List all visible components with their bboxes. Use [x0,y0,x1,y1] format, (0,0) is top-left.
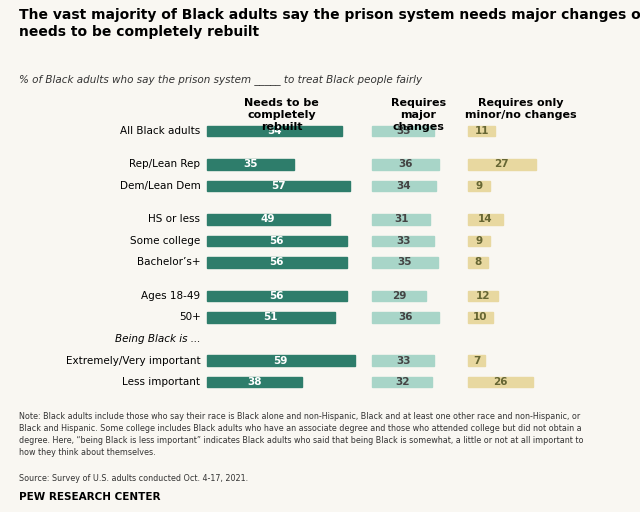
Text: Bachelor’s+: Bachelor’s+ [137,258,200,267]
Text: 54: 54 [267,126,282,136]
FancyBboxPatch shape [207,159,294,169]
Text: 50+: 50+ [179,312,200,323]
FancyBboxPatch shape [372,312,440,323]
Text: 9: 9 [476,236,483,246]
Text: 12: 12 [476,291,490,301]
FancyBboxPatch shape [372,159,440,169]
Text: 26: 26 [493,377,508,387]
Text: 8: 8 [474,258,481,267]
FancyBboxPatch shape [468,214,503,225]
Text: Extremely/Very important: Extremely/Very important [66,355,200,366]
Text: Ages 18-49: Ages 18-49 [141,291,200,301]
Text: Rep/Lean Rep: Rep/Lean Rep [129,159,200,169]
FancyBboxPatch shape [207,377,302,387]
Text: 51: 51 [263,312,278,323]
Text: 33: 33 [396,355,410,366]
Text: 33: 33 [396,126,410,136]
Text: The vast majority of Black adults say the prison system needs major changes or
n: The vast majority of Black adults say th… [19,8,640,39]
Text: Being Black is ...: Being Black is ... [115,334,200,344]
FancyBboxPatch shape [372,258,438,268]
FancyBboxPatch shape [468,291,498,301]
FancyBboxPatch shape [468,258,488,268]
FancyBboxPatch shape [207,181,349,191]
Text: Dem/Lean Dem: Dem/Lean Dem [120,181,200,191]
Text: 10: 10 [473,312,488,323]
FancyBboxPatch shape [207,236,347,246]
Text: Needs to be
completely
rebuilt: Needs to be completely rebuilt [244,98,319,132]
FancyBboxPatch shape [468,355,485,366]
FancyBboxPatch shape [372,291,426,301]
FancyBboxPatch shape [207,214,330,225]
Text: 33: 33 [396,236,410,246]
Text: Requires
major
changes: Requires major changes [391,98,446,132]
Text: 14: 14 [478,215,493,224]
Text: 34: 34 [397,181,412,191]
Text: 36: 36 [399,159,413,169]
FancyBboxPatch shape [207,258,347,268]
Text: 29: 29 [392,291,406,301]
Text: 32: 32 [395,377,410,387]
Text: Note: Black adults include those who say their race is Black alone and non-Hispa: Note: Black adults include those who say… [19,412,584,457]
Text: 27: 27 [495,159,509,169]
Text: 56: 56 [269,291,284,301]
FancyBboxPatch shape [372,355,434,366]
FancyBboxPatch shape [372,214,430,225]
Text: 57: 57 [271,181,285,191]
Text: PEW RESEARCH CENTER: PEW RESEARCH CENTER [19,492,161,502]
Text: 49: 49 [261,215,275,224]
Text: 7: 7 [473,355,480,366]
FancyBboxPatch shape [207,126,342,136]
FancyBboxPatch shape [468,126,495,136]
Text: All Black adults: All Black adults [120,126,200,136]
Text: Some college: Some college [130,236,200,246]
Text: 31: 31 [394,215,408,224]
FancyBboxPatch shape [468,377,533,387]
Text: Requires only
minor/no changes: Requires only minor/no changes [465,98,577,120]
Text: 56: 56 [269,236,284,246]
Text: 9: 9 [476,181,483,191]
Text: 36: 36 [399,312,413,323]
FancyBboxPatch shape [372,126,434,136]
Text: 38: 38 [247,377,262,387]
FancyBboxPatch shape [207,355,355,366]
Text: Less important: Less important [122,377,200,387]
Text: HS or less: HS or less [148,215,200,224]
Text: % of Black adults who say the prison system _____ to treat Black people fairly: % of Black adults who say the prison sys… [19,74,422,85]
FancyBboxPatch shape [207,312,335,323]
Text: 59: 59 [273,355,288,366]
Text: 56: 56 [269,258,284,267]
FancyBboxPatch shape [468,312,493,323]
FancyBboxPatch shape [372,236,434,246]
Text: 11: 11 [474,126,489,136]
FancyBboxPatch shape [468,181,490,191]
FancyBboxPatch shape [372,181,436,191]
Text: Source: Survey of U.S. adults conducted Oct. 4-17, 2021.: Source: Survey of U.S. adults conducted … [19,474,248,483]
FancyBboxPatch shape [207,291,347,301]
Text: 35: 35 [243,159,258,169]
FancyBboxPatch shape [372,377,432,387]
FancyBboxPatch shape [468,159,536,169]
Text: 35: 35 [398,258,412,267]
FancyBboxPatch shape [468,236,490,246]
